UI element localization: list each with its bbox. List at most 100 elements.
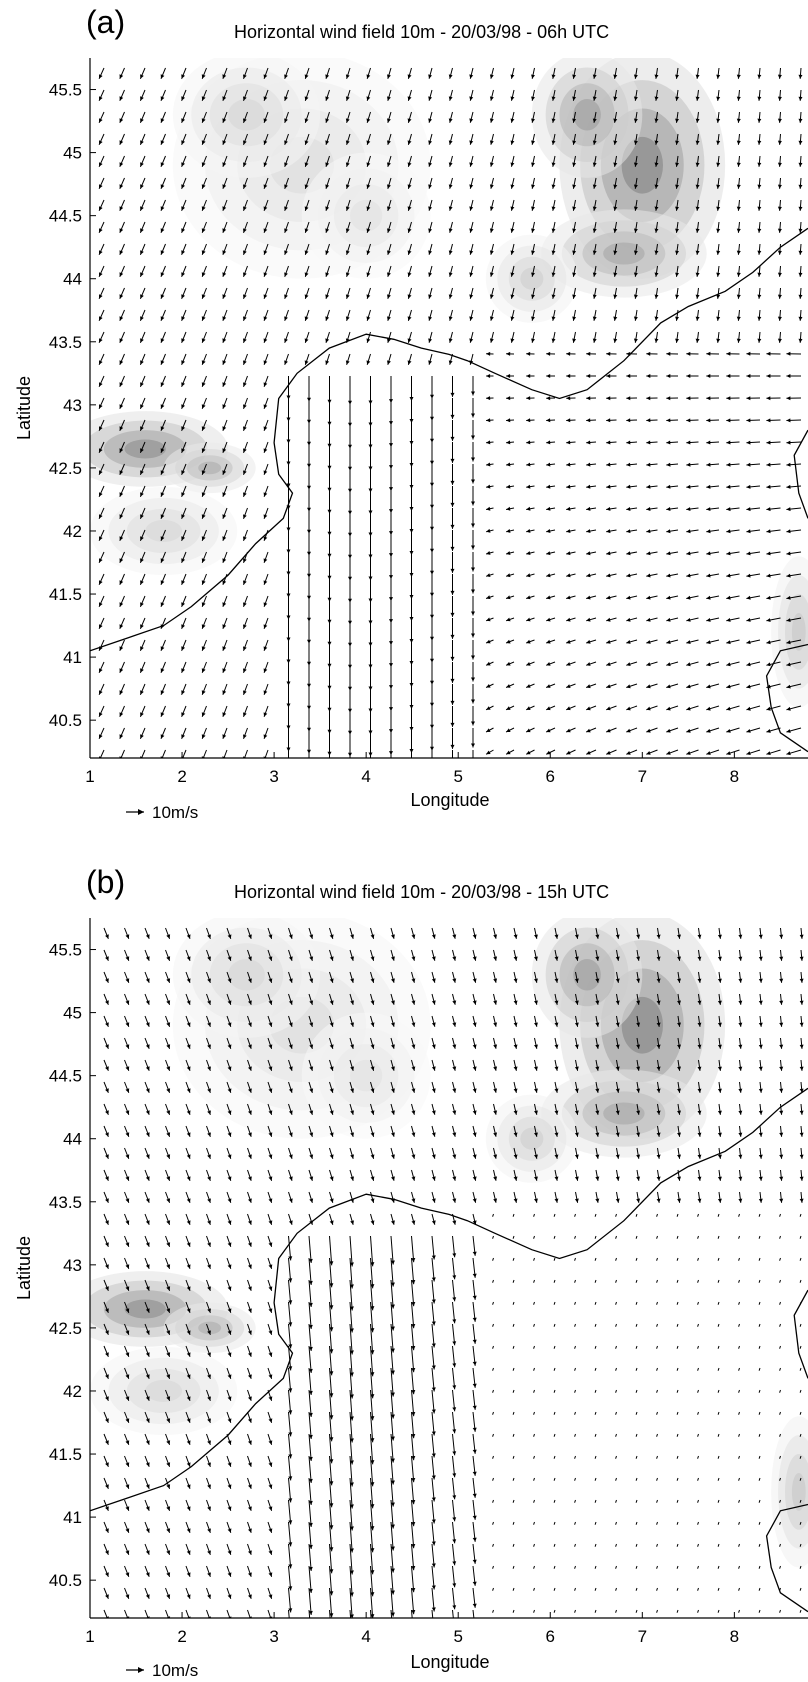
wind-vector-head <box>160 228 165 233</box>
y-tick-label: 43.5 <box>49 1193 82 1212</box>
wind-vector-head <box>717 1110 722 1115</box>
wind-vector-head <box>243 316 247 321</box>
wind-vector-head <box>431 1022 436 1027</box>
wind-vector-head <box>554 1000 559 1005</box>
wind-vector-head <box>777 184 782 189</box>
wind-vector-head <box>288 1476 293 1481</box>
wind-vector-head <box>186 1484 191 1489</box>
wind-vector <box>411 1257 415 1285</box>
wind-vector-head <box>248 1176 252 1181</box>
wind-vector-head <box>307 772 311 776</box>
wind-vector <box>349 1455 353 1487</box>
wind-vector-head <box>309 1633 313 1637</box>
wind-vector <box>615 1235 617 1239</box>
wind-vector <box>717 1499 720 1503</box>
y-tick-label: 40.5 <box>49 711 82 730</box>
wind-vector <box>717 1257 720 1261</box>
wind-vector-head <box>99 602 103 607</box>
wind-vector-head <box>654 294 659 299</box>
wind-vector-head <box>531 162 535 167</box>
wind-vector-head <box>736 96 741 101</box>
wind-vector-head <box>288 1366 293 1371</box>
wind-vector-head <box>105 934 109 939</box>
wind-vector-head <box>186 956 191 961</box>
wind-vector-head <box>304 184 309 189</box>
wind-vector <box>492 1477 494 1481</box>
wind-vector-head <box>686 484 691 489</box>
wind-vector <box>676 1543 679 1547</box>
wind-vector-head <box>288 978 293 983</box>
wind-vector <box>615 1411 617 1415</box>
wind-vector-head <box>717 1154 722 1159</box>
wind-vector-head <box>636 1154 641 1159</box>
wind-vector-head <box>472 1427 477 1432</box>
wind-vector-head <box>345 162 350 167</box>
wind-vector-head <box>431 1607 436 1612</box>
wind-vector-head <box>411 1478 416 1483</box>
wind-vector-head <box>145 1264 150 1269</box>
wind-vector-head <box>716 74 721 79</box>
wind-vector-head <box>288 1154 293 1159</box>
wind-vector-head <box>489 118 494 123</box>
arrow-icon <box>138 809 144 815</box>
wind-vector-head <box>513 1088 518 1093</box>
wind-vector-head <box>308 1434 313 1439</box>
wind-vector-head <box>646 418 651 423</box>
wind-vector-head <box>786 551 791 556</box>
wind-vector <box>161 749 166 758</box>
wind-vector-head <box>145 1110 150 1115</box>
wind-vector <box>288 1367 292 1393</box>
wind-vector-head <box>717 1176 722 1181</box>
wind-vector-head <box>654 96 659 101</box>
wind-vector-head <box>526 595 531 600</box>
wind-vector-head <box>181 228 185 233</box>
wind-vector-head <box>506 529 511 533</box>
wind-vector-head <box>125 1264 130 1269</box>
wind-vector-head <box>469 74 474 79</box>
wind-vector-head <box>248 1264 252 1269</box>
wind-vector-head <box>592 96 597 101</box>
wind-vector-head <box>248 1528 252 1533</box>
wind-vector-head <box>160 162 165 167</box>
wind-vector <box>738 1455 740 1459</box>
wind-vector-head <box>99 272 103 277</box>
wind-vector-head <box>145 1066 150 1071</box>
wind-vector-head <box>706 529 711 534</box>
wind-vector-head <box>452 1110 457 1115</box>
wind-vector-head <box>243 580 247 585</box>
wind-vector-head <box>777 74 782 79</box>
wind-vector <box>390 1389 394 1419</box>
wind-vector-head <box>486 639 491 644</box>
wind-vector <box>390 1345 394 1375</box>
wind-vector-head <box>613 294 618 299</box>
wind-vector-head <box>309 1154 314 1159</box>
wind-vector-head <box>469 140 474 145</box>
terrain-relief <box>350 1059 383 1092</box>
wind-vector-head <box>799 978 804 983</box>
wind-vector-head <box>486 684 491 688</box>
wind-vector-head <box>493 1022 498 1027</box>
wind-vector-head <box>786 684 791 689</box>
wind-vector-head <box>160 448 165 453</box>
wind-vector-head <box>430 769 434 773</box>
wind-vector-head <box>140 558 144 563</box>
wind-vector-head <box>99 294 103 299</box>
wind-vector-head <box>125 1550 130 1555</box>
wind-vector-head <box>646 396 651 401</box>
wind-vector-head <box>411 1588 416 1593</box>
wind-vector-head <box>99 646 103 651</box>
wind-vector <box>370 1411 374 1443</box>
wind-vector-head <box>304 74 309 79</box>
wind-vector-head <box>227 1286 232 1291</box>
wind-vector-head <box>697 978 702 983</box>
wind-vector-head <box>186 1506 191 1511</box>
wind-vector-head <box>606 551 611 556</box>
wind-vector-head <box>531 140 535 145</box>
wind-vector-head <box>431 1198 436 1203</box>
wind-vector-head <box>656 1022 661 1027</box>
wind-vector-head <box>119 558 124 563</box>
wind-vector-head <box>366 338 371 343</box>
wind-vector <box>697 1345 699 1349</box>
wind-vector-head <box>166 1374 171 1379</box>
y-tick-label: 44.5 <box>49 1067 82 1086</box>
